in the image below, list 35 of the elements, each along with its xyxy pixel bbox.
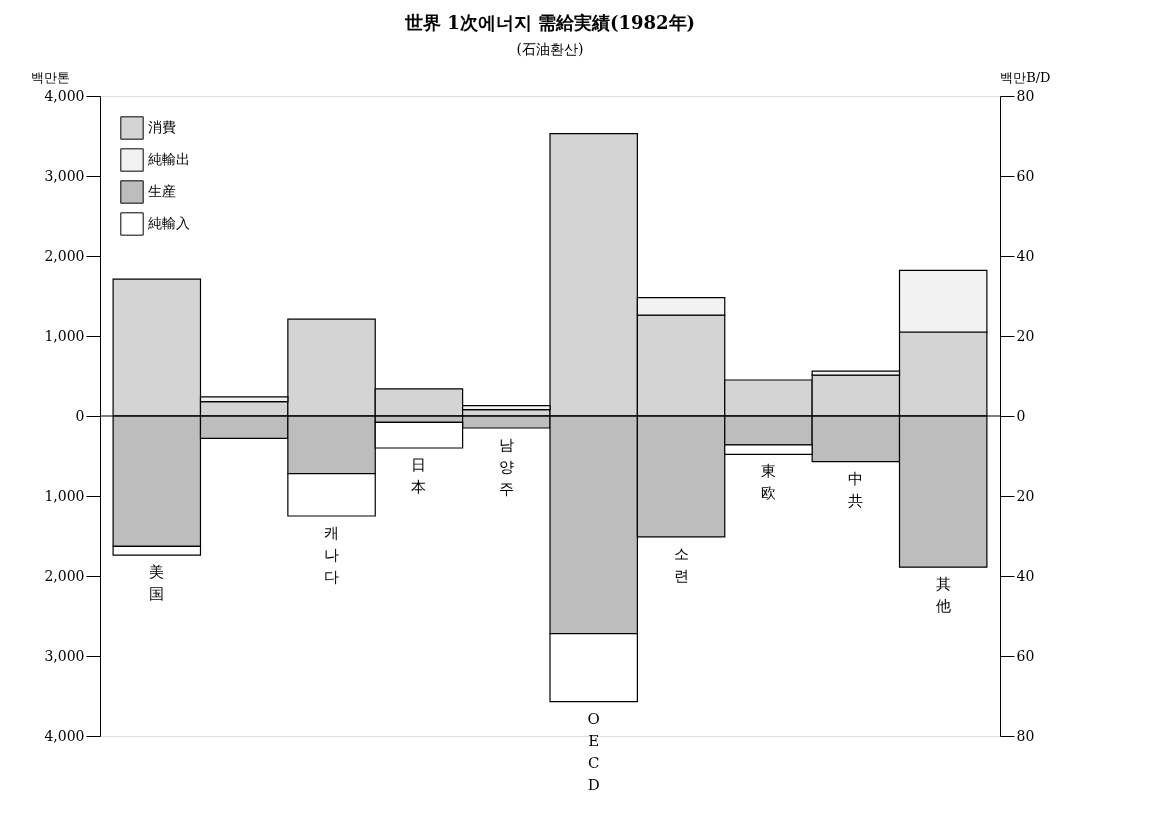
x-tick-label: 소련	[673, 544, 689, 585]
legend-label: 消費	[148, 119, 176, 135]
y-tick-label: 2,000	[44, 247, 85, 264]
legend-label: 生産	[148, 183, 176, 199]
y-tick-label: 3,000	[44, 647, 85, 664]
legend-label: 純輸出	[148, 151, 190, 167]
y-tick-label: 2,000	[44, 567, 85, 584]
y-tick-label: 4,000	[44, 87, 85, 104]
legend-label: 純輸入	[148, 215, 190, 231]
y2-axis-title: 백만B/D	[1000, 69, 1051, 85]
x-tick-label: 美国	[149, 563, 165, 604]
y-tick-label: 1,000	[44, 327, 85, 344]
x-tick-label: OECD	[587, 709, 600, 794]
y2-tick-label: 40	[1016, 567, 1035, 584]
y-tick-label: 1,000	[44, 487, 85, 504]
x-tick-label: 日本	[411, 456, 427, 496]
y2-tick-label: 60	[1016, 167, 1035, 184]
y2-tick-label: 20	[1016, 487, 1035, 504]
x-tick-label: 남양주	[498, 436, 514, 498]
chart-title: 世界 1次에너지 需給実績(1982年)	[403, 12, 696, 33]
y2-tick-label: 20	[1016, 327, 1035, 344]
x-tick-label: 캐나다	[324, 524, 340, 586]
x-tick-label: 東欧	[760, 462, 776, 503]
y-axis-title: 백만톤	[30, 69, 70, 85]
y-tick-label: 4,000	[44, 727, 85, 744]
y2-tick-label: 0	[1016, 407, 1026, 424]
x-tick-label: 中共	[848, 469, 864, 510]
y2-tick-label: 40	[1016, 247, 1035, 264]
y2-tick-label: 80	[1016, 87, 1035, 104]
y-tick-label: 0	[75, 407, 85, 424]
x-tick-label: 其他	[935, 575, 951, 616]
chart-subtitle: (石油환산)	[516, 41, 584, 57]
y2-tick-label: 60	[1016, 647, 1035, 664]
y2-tick-label: 80	[1016, 727, 1035, 744]
y-tick-label: 3,000	[44, 167, 85, 184]
